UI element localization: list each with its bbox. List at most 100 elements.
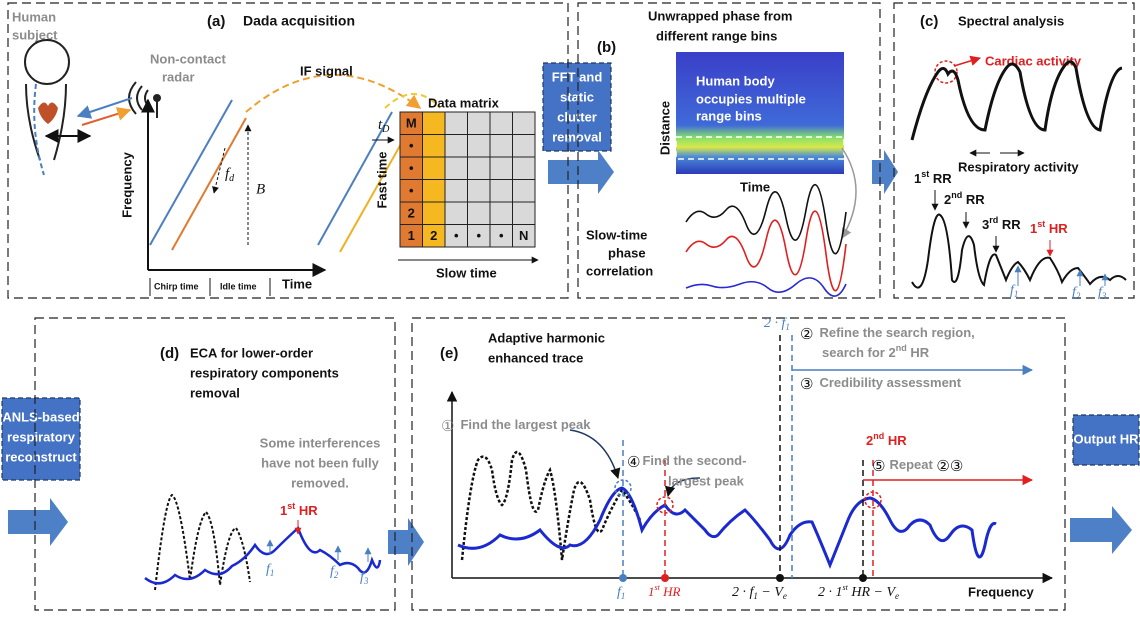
- label: phase: [608, 245, 646, 260]
- label: f1: [617, 585, 625, 601]
- matrix-cell: [468, 112, 491, 135]
- connector: [78, 98, 132, 116]
- label: Output HR: [1074, 431, 1140, 446]
- label: RR: [962, 192, 985, 207]
- label: f1: [1010, 283, 1018, 299]
- label: HR −: [848, 585, 887, 600]
- label: ⑤Repeat ②③: [872, 457, 963, 475]
- connector: [150, 100, 232, 245]
- label: (c): [920, 13, 938, 30]
- label: Time: [740, 179, 770, 194]
- label: d: [229, 173, 235, 184]
- matrix-cell: [423, 157, 446, 180]
- label: Adaptive harmonic: [488, 330, 605, 345]
- panel-d: (d) ECA for lower-order respiratory comp…: [35, 318, 395, 610]
- matrix-label: 2: [430, 228, 437, 243]
- label: Human: [12, 9, 56, 24]
- label: HR: [907, 345, 930, 360]
- shape: [619, 574, 627, 582]
- label: Spectral analysis: [958, 13, 1064, 28]
- label: 2nd RR: [944, 190, 985, 207]
- label: Dada acquisition: [243, 13, 355, 29]
- panel-e: (e) Adaptive harmonic enhanced trace Fre…: [412, 316, 1065, 610]
- label: st: [287, 501, 295, 511]
- label: 1st HR: [280, 501, 318, 518]
- label: (b): [597, 39, 616, 56]
- matrix-label: M: [406, 116, 417, 131]
- matrix-cell: [445, 202, 468, 225]
- matrix-cell: [423, 180, 446, 203]
- label: 1st RR: [914, 169, 952, 186]
- label: 2 · f1: [764, 316, 790, 332]
- label: removed.: [291, 475, 349, 490]
- label: 2 ·: [732, 585, 750, 600]
- label: 1: [785, 322, 790, 332]
- label: search for 2nd HR: [822, 343, 930, 360]
- label: FFT and: [552, 69, 603, 84]
- label: 3: [363, 576, 369, 586]
- shape: [661, 574, 669, 582]
- label: 2 · 1: [818, 585, 843, 600]
- label: 1st HR: [648, 583, 680, 599]
- curve: [686, 211, 846, 290]
- label: 2: [1076, 291, 1081, 301]
- label: Slow time: [436, 265, 497, 280]
- shape: [1070, 506, 1132, 554]
- label: 1st HR: [1030, 219, 1068, 236]
- matrix-cell: [513, 180, 536, 203]
- label: −: [758, 585, 774, 600]
- curve: [912, 62, 1122, 140]
- label: largest peak: [668, 473, 745, 488]
- matrix-label: •: [409, 161, 414, 176]
- label: 1: [280, 503, 287, 518]
- label: nd: [951, 190, 962, 200]
- label: Some interferences: [260, 435, 381, 450]
- label: 3: [982, 217, 989, 232]
- label: removal: [552, 129, 602, 144]
- matrix-cell: [513, 135, 536, 158]
- label: Repeat: [889, 457, 936, 472]
- label: Find the largest peak: [460, 417, 591, 432]
- label: range bins: [696, 108, 762, 123]
- label: Refine the search region,: [819, 325, 974, 340]
- label: 2nd HR: [866, 431, 907, 448]
- matrix-cell: [513, 157, 536, 180]
- label: f2: [1072, 285, 1081, 301]
- shape: [548, 150, 614, 194]
- label: (d): [160, 345, 179, 362]
- label: have not been fully: [261, 455, 380, 470]
- label: ANLS-based: [2, 409, 79, 424]
- curve: [458, 488, 996, 565]
- label: ⑤: [872, 457, 885, 475]
- label: ①: [441, 417, 454, 435]
- matrix-cell: [468, 135, 491, 158]
- label: HR: [660, 584, 681, 599]
- label: 2 ·: [764, 316, 782, 331]
- matrix-cell: [468, 202, 491, 225]
- panel-a: (a) Dada acquisition Human subject Non-c…: [8, 3, 568, 298]
- label: HR: [884, 433, 907, 448]
- label: radar: [162, 69, 195, 84]
- label: Distance: [657, 101, 672, 155]
- matrix-label: •: [454, 228, 459, 243]
- side-blocks: FFT and static clutter removal ANLS-base…: [2, 63, 1139, 566]
- curve: [38, 102, 58, 124]
- matrix-label: •: [499, 228, 504, 243]
- label: Human body: [696, 73, 775, 88]
- label: occupies multiple: [696, 91, 806, 106]
- label: different range bins: [656, 28, 777, 43]
- label: Respiratory activity: [958, 159, 1079, 174]
- matrix-cell: [445, 135, 468, 158]
- label: respiratory: [7, 429, 76, 444]
- label: search for 2: [822, 345, 896, 360]
- label: e: [783, 591, 787, 601]
- label: e: [895, 591, 899, 601]
- curve: [145, 528, 380, 583]
- label: IF signal: [300, 63, 353, 78]
- matrix-cell: [490, 135, 513, 158]
- matrix-cell: [445, 112, 468, 135]
- label: 2 · f1 − Ve: [732, 585, 787, 601]
- data-matrix: M•••212•••N: [400, 112, 535, 247]
- label: Find the second-: [642, 453, 746, 468]
